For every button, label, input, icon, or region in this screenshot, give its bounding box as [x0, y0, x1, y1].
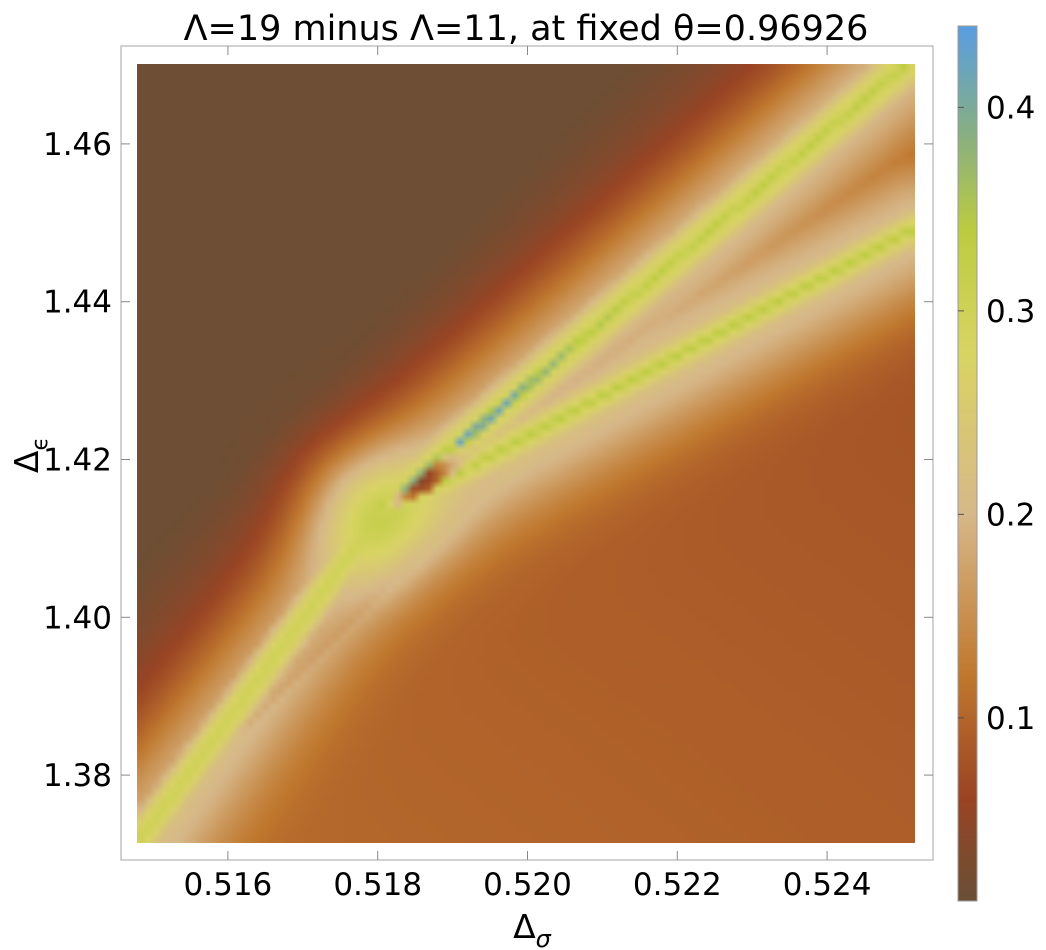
colorbar-tick-label: 0.3 — [986, 294, 1035, 330]
y-axis-title-subscript: ϵ — [28, 437, 53, 451]
colorbar-tick-label: 0.2 — [986, 497, 1035, 533]
x-tick-label: 0.516 — [184, 867, 273, 903]
x-axis-title-subscript: σ — [536, 925, 552, 950]
heatmap-raster — [137, 64, 915, 843]
colorbar-frame — [957, 25, 978, 902]
x-tick-label: 0.524 — [783, 867, 872, 903]
colorbar-tick-label: 0.1 — [986, 701, 1035, 737]
x-tick-label: 0.520 — [483, 867, 572, 903]
x-axis-title: Δσ — [513, 907, 552, 950]
y-axis-title-main: Δ — [7, 450, 46, 473]
y-tick-label: 1.42 — [43, 443, 112, 479]
colorbar-gradient — [958, 26, 977, 901]
x-axis-title-main: Δ — [513, 907, 536, 946]
y-tick-label: 1.44 — [43, 285, 112, 321]
chart-title: Λ=19 minus Λ=11, at fixed θ=0.96926 — [184, 9, 869, 49]
y-tick-label: 1.46 — [43, 127, 112, 163]
y-axis-title: Δϵ — [7, 437, 53, 473]
x-tick-label: 0.518 — [333, 867, 422, 903]
y-tick-label: 1.38 — [43, 758, 112, 794]
y-axis-ticks: 1.38 1.40 1.42 1.44 1.46 — [43, 127, 933, 794]
colorbar-ticks: 0.1 0.2 0.3 0.4 — [958, 90, 1035, 737]
x-axis-ticks: 0.516 0.518 0.520 0.522 0.524 — [184, 46, 872, 903]
x-tick-label: 0.522 — [633, 867, 722, 903]
y-tick-label: 1.40 — [43, 600, 112, 636]
colorbar-tick-label: 0.4 — [986, 90, 1035, 126]
